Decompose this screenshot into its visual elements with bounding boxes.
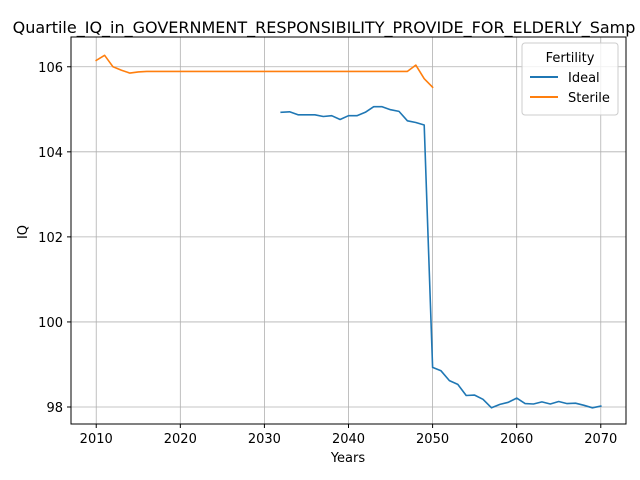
legend-title: Fertility	[546, 51, 595, 66]
y-tick-label: 98	[46, 401, 63, 416]
y-axis-label: IQ	[16, 225, 31, 239]
y-tick-label: 106	[38, 61, 63, 76]
series-lines	[95, 54, 602, 409]
x-tick-label: 2020	[164, 432, 197, 447]
legend-label-sterile: Sterile	[568, 91, 610, 106]
series-line-sterile	[95, 54, 434, 89]
x-tick-label: 2040	[332, 432, 365, 447]
y-tick-label: 102	[38, 231, 63, 246]
y-tick-label: 100	[38, 316, 63, 331]
x-tick-label: 2050	[416, 432, 449, 447]
y-tick-label: 104	[38, 146, 63, 161]
x-tick-label: 2010	[80, 432, 113, 447]
legend-label-ideal: Ideal	[568, 71, 600, 86]
series-line-ideal	[280, 105, 602, 409]
chart-title: Quartile_IQ_in_GOVERNMENT_RESPONSIBILITY…	[13, 18, 636, 38]
x-axis-label: Years	[330, 451, 366, 466]
grid	[71, 37, 626, 424]
axis-ticks: 2010 2020 2030 2040 2050 2060 2070 98 100 102 104 1…	[38, 61, 617, 447]
legend: Fertility Ideal Sterile	[521, 42, 619, 116]
x-tick-label: 2070	[584, 432, 617, 447]
x-tick-label: 2060	[500, 432, 533, 447]
x-tick-label: 2030	[248, 432, 281, 447]
